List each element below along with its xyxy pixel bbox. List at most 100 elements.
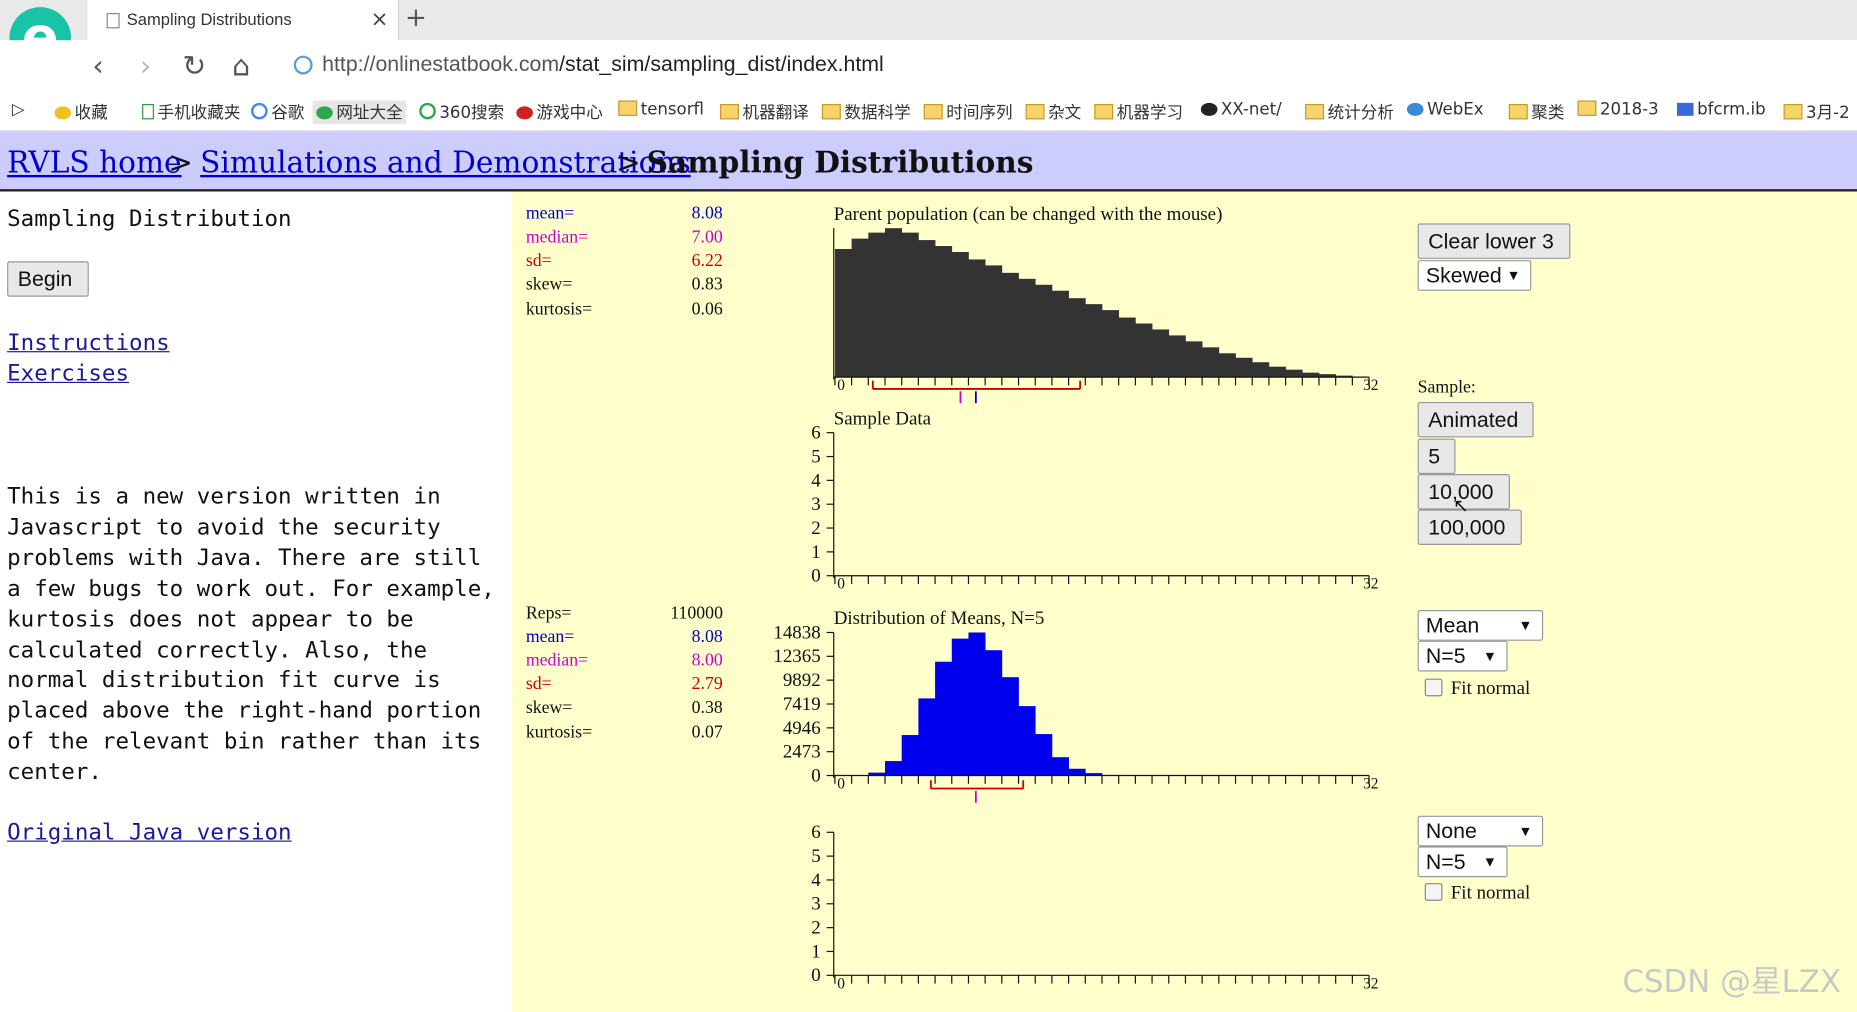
sim-heading: Sampling Distribution (7, 205, 292, 232)
note-line: center. (7, 759, 102, 786)
fit-normal-checkbox-2[interactable] (1424, 883, 1443, 901)
bookmark-ml[interactable]: 机器学习 (1094, 100, 1183, 124)
parent-mean-value: 8.08 (691, 204, 723, 224)
site-info-icon[interactable] (293, 55, 313, 75)
fit-normal-checkbox-1[interactable] (1424, 678, 1443, 697)
means-skew-label: skew= (525, 698, 573, 718)
bookmark-hao[interactable]: 网址大全 (312, 100, 407, 125)
note-line: calculated correctly. Also, the (7, 636, 428, 663)
bookmark-mt[interactable]: 机器翻译 (720, 100, 809, 124)
dropdown-arrow-icon: ▼ (1518, 822, 1533, 840)
statistic-select-1[interactable]: Mean ▼ (1417, 610, 1544, 641)
bookmark-ts[interactable]: 时间序列 (923, 100, 1013, 124)
exercises-link[interactable]: Exercises (7, 360, 130, 387)
new-tab-icon[interactable]: + (405, 3, 427, 34)
chart-1: Parent population (can be changed with t… (833, 204, 1379, 394)
parent-sd-value: 6.22 (691, 251, 723, 271)
bookmark-cluster[interactable]: 聚类 (1508, 100, 1565, 124)
tab-title: Sampling Distributions (126, 9, 292, 29)
chart-3: Distribution of Means, N=50 3202473494674… (773, 608, 1378, 792)
sample-100000-button[interactable]: 100,000 (1417, 509, 1522, 545)
note-line: Javascript to avoid the security (7, 514, 441, 541)
sample-size-select-2[interactable]: N=5 ▼ (1417, 846, 1508, 878)
y-tick-label: 5 (811, 846, 820, 867)
bookmark-xxnet[interactable]: XX-net/ (1200, 100, 1282, 119)
histogram-bar (1035, 284, 1053, 378)
note-line: problems with Java. There are still (7, 544, 482, 571)
clear-lower-3-button[interactable]: Clear lower 3 (1417, 223, 1571, 259)
bookmark-march[interactable]: 3月-2 (1783, 100, 1850, 124)
dropdown-arrow-icon: ▼ (1482, 853, 1497, 871)
back-icon[interactable]: ‹ (92, 49, 104, 83)
parent-sd-label: sd= (525, 251, 552, 271)
folder-icon (1094, 104, 1114, 120)
bookmark-label: 2018-3 (1599, 100, 1659, 120)
bookmark-2018[interactable]: 2018-3 (1577, 100, 1659, 120)
forward-icon[interactable]: › (139, 49, 152, 83)
histogram-bar (1068, 768, 1086, 776)
sample-5-button[interactable]: 5 (1417, 438, 1456, 475)
reps-value: 110000 (670, 604, 723, 624)
parent-skew-label: skew= (525, 275, 573, 295)
bookmark-misc[interactable]: 杂文 (1025, 100, 1081, 124)
reload-icon[interactable]: ↻ (182, 49, 207, 83)
close-tab-icon[interactable]: × (370, 7, 389, 32)
histogram-bar (968, 259, 986, 378)
sample-size-select-1[interactable]: N=5 ▼ (1417, 640, 1508, 672)
distribution-select[interactable]: Skewed ▼ (1417, 260, 1532, 291)
statistic-select-2[interactable]: None ▼ (1417, 815, 1544, 847)
tab-sampling-distributions[interactable]: Sampling Distributions × (87, 0, 400, 41)
means-median-value: 8.00 (691, 651, 723, 671)
bookmark-label: 3月-2 (1806, 104, 1850, 123)
x-min-label: 0 (837, 776, 845, 793)
bookmark-webex[interactable]: WebEx (1406, 100, 1484, 119)
bookmark-mobile[interactable]: 手机收藏夹 (142, 100, 240, 124)
histogram-bar (1035, 734, 1053, 776)
folder-icon (923, 104, 943, 120)
chart-title: Distribution of Means, N=5 (834, 608, 1045, 629)
animated-button[interactable]: Animated (1417, 401, 1534, 438)
sidebar-toggle-icon[interactable]: ▷ (11, 100, 25, 120)
sample-10000-button[interactable]: 10,000 (1417, 474, 1510, 510)
bookmark-stats[interactable]: 统计分析 (1305, 100, 1394, 124)
rvls-home-link[interactable]: RVLS home (7, 145, 182, 180)
bookmark-favorites[interactable]: 收藏 (54, 100, 108, 124)
y-tick-label: 14838 (773, 622, 820, 643)
bookmark-games[interactable]: 游戏中心 (516, 100, 603, 124)
bookmark-label: 统计分析 (1327, 104, 1394, 123)
home-icon[interactable]: ⌂ (232, 49, 251, 83)
bookmark-label: 聚类 (1531, 104, 1565, 123)
instructions-link[interactable]: Instructions (7, 329, 170, 356)
original-java-link[interactable]: Original Java version (7, 819, 292, 846)
y-tick-label: 7419 (783, 694, 821, 715)
statistic-select-2-value: None (1425, 819, 1477, 843)
y-tick-label: 0 (811, 765, 820, 786)
histogram-bar (1168, 335, 1186, 378)
folder-icon (1577, 100, 1597, 116)
begin-button[interactable]: Begin (7, 261, 89, 297)
simulations-link[interactable]: Simulations and Demonstrations (200, 145, 691, 180)
distribution-select-value: Skewed (1425, 263, 1502, 288)
histogram-bar (1335, 375, 1353, 378)
bookmark-label: 收藏 (74, 104, 108, 123)
histogram-bar (1152, 329, 1170, 378)
bookmark-label: 数据科学 (844, 104, 911, 123)
bookmark-tensorflow[interactable]: tensorfl (618, 100, 704, 119)
address-bar[interactable]: http://onlinestatbook.com/stat_sim/sampl… (322, 52, 884, 77)
bookmark-label: 手机收藏夹 (157, 104, 241, 123)
bookmark-google[interactable]: 谷歌 (251, 100, 304, 124)
means-kurtosis-label: kurtosis= (525, 723, 593, 743)
histogram-bar (868, 232, 886, 378)
bookmark-ds[interactable]: 数据科学 (821, 100, 911, 124)
histogram-bar (1285, 369, 1303, 378)
plus-icon (316, 106, 333, 120)
histogram-bar (935, 661, 953, 776)
bookmark-bfcrm[interactable]: bfcrm.ib (1676, 100, 1766, 119)
phone-icon (142, 104, 154, 120)
y-tick-label: 3 (811, 894, 820, 915)
bookmark-360[interactable]: 360搜索 (419, 100, 504, 124)
chart-title: Sample Data (834, 408, 932, 429)
means-mean-label: mean= (525, 627, 575, 647)
